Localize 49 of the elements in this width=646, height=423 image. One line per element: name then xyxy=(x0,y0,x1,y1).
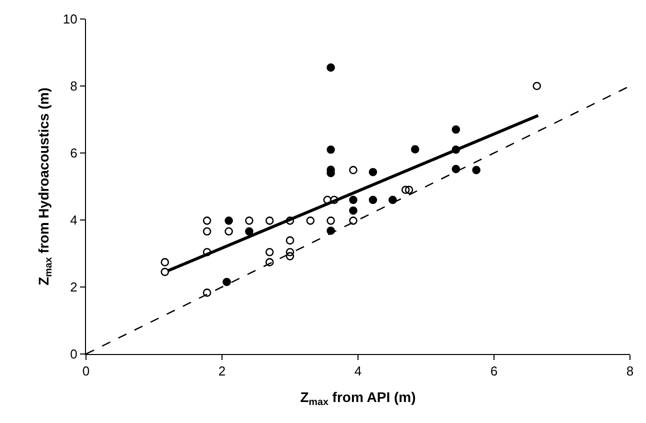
point xyxy=(323,196,332,204)
point xyxy=(245,216,254,225)
point xyxy=(532,82,541,90)
point xyxy=(349,166,358,174)
x-tick-label: 8 xyxy=(626,364,634,379)
point xyxy=(286,236,294,245)
point xyxy=(349,216,358,225)
point xyxy=(330,196,338,204)
x-tick-label: 2 xyxy=(218,364,226,379)
x-axis-title: Z$_{max}$ from API (m) xyxy=(300,388,416,408)
point xyxy=(326,146,335,154)
point xyxy=(202,288,212,297)
point xyxy=(160,258,170,266)
x-tick-label: 6 xyxy=(490,364,498,379)
point xyxy=(160,268,170,276)
point xyxy=(306,216,315,225)
point xyxy=(452,164,460,174)
x-tick-label: 0 xyxy=(82,364,90,379)
point xyxy=(286,252,294,260)
y-tick-label: 10 xyxy=(62,12,78,27)
point xyxy=(326,216,335,225)
point xyxy=(452,125,460,134)
point xyxy=(245,227,254,236)
y-tick-label: 8 xyxy=(70,78,78,94)
point xyxy=(472,166,480,174)
x-tick-label: 4 xyxy=(354,364,362,379)
point xyxy=(265,258,274,266)
point xyxy=(401,186,410,194)
point xyxy=(326,63,335,72)
point xyxy=(410,145,420,154)
point xyxy=(368,168,378,176)
point xyxy=(222,278,231,286)
point xyxy=(224,227,233,236)
point xyxy=(224,216,233,225)
y-tick-label: 4 xyxy=(70,212,78,228)
point xyxy=(202,248,212,256)
point xyxy=(286,248,294,256)
point xyxy=(265,216,274,225)
point xyxy=(404,186,414,194)
point xyxy=(286,216,294,225)
point xyxy=(349,206,358,215)
point xyxy=(349,196,358,204)
y-tick-label: 6 xyxy=(70,146,78,161)
point xyxy=(265,248,274,256)
point xyxy=(202,227,212,236)
y-tick-label: 0 xyxy=(70,346,78,362)
y-tick-label: 2 xyxy=(70,280,78,295)
point xyxy=(368,196,378,204)
point xyxy=(202,216,212,225)
